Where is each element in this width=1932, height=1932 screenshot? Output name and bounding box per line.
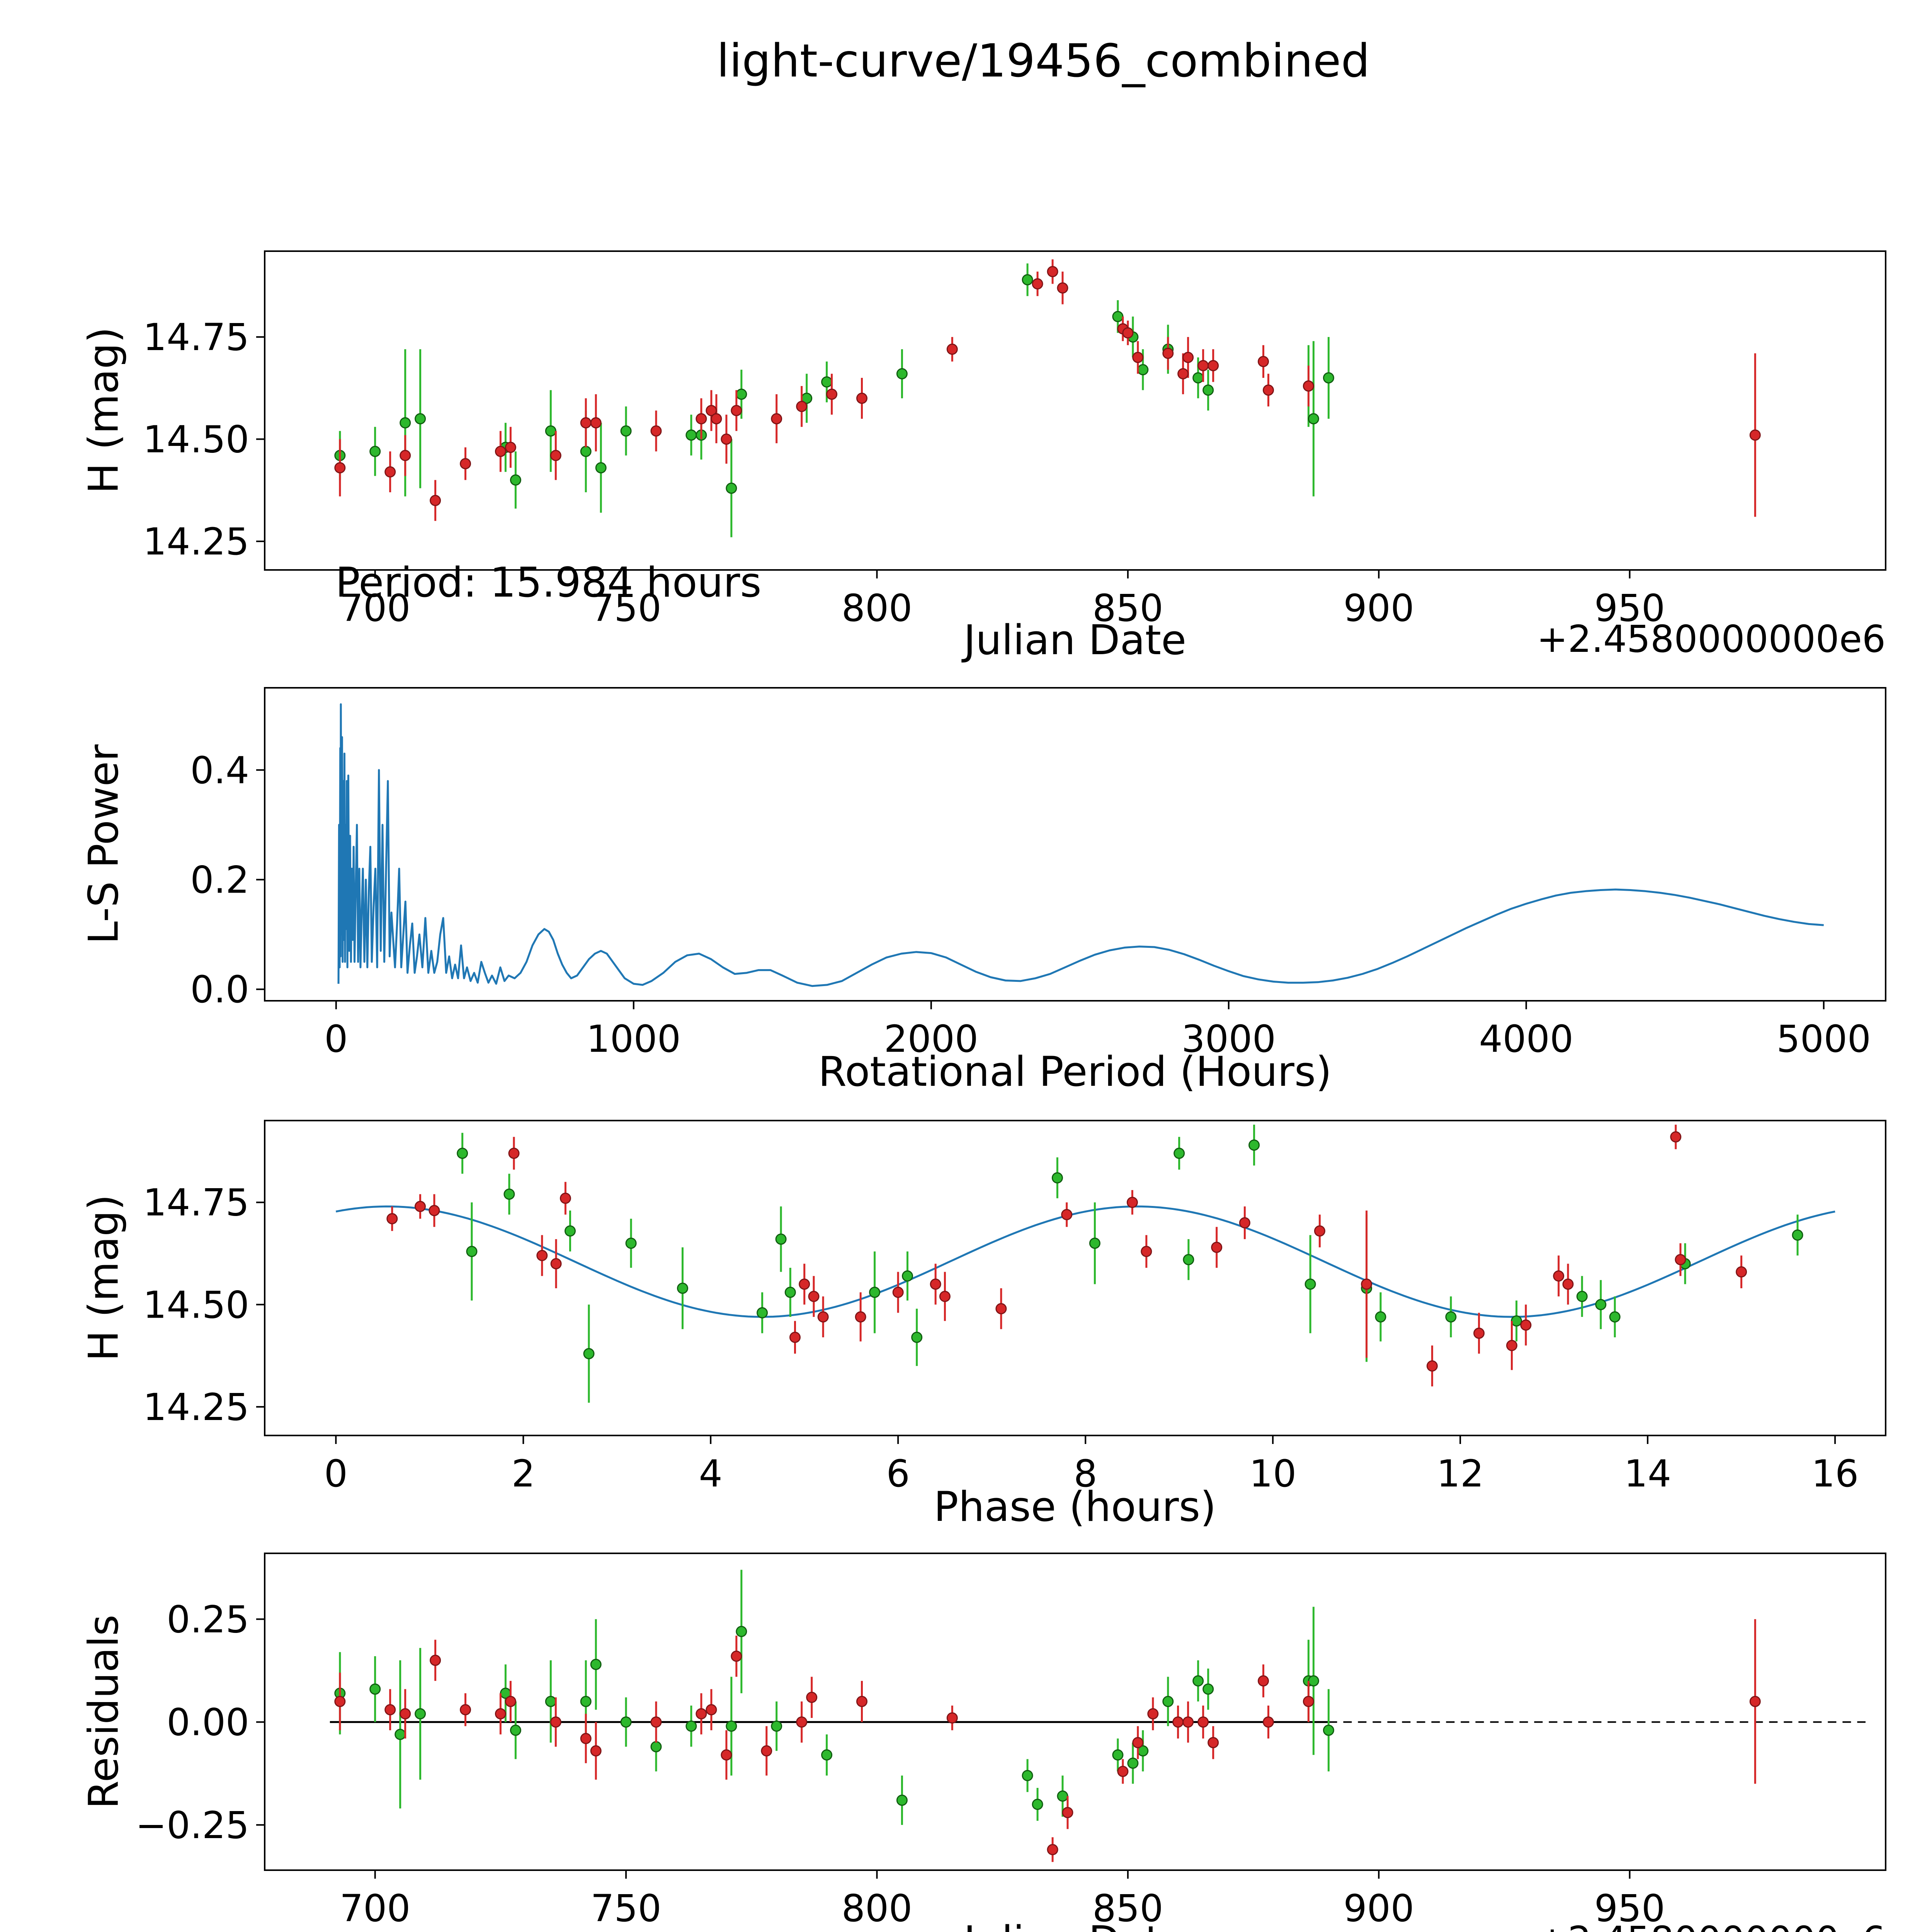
periodogram-line bbox=[337, 703, 1824, 987]
svg-text:700: 700 bbox=[340, 587, 410, 630]
svg-text:700: 700 bbox=[340, 1887, 410, 1930]
svg-text:900: 900 bbox=[1344, 1887, 1414, 1930]
svg-text:1000: 1000 bbox=[587, 1017, 681, 1061]
svg-text:2: 2 bbox=[512, 1452, 535, 1495]
lightcurve-axes: 700 750 800 850 900 950 14.25 14.50 14.75 bbox=[143, 250, 1886, 630]
svg-text:0: 0 bbox=[324, 1452, 348, 1495]
phased-green-markers bbox=[457, 1139, 1803, 1359]
svg-text:800: 800 bbox=[842, 587, 912, 630]
residuals-green-markers bbox=[334, 1626, 1334, 1810]
phased-axes: 0 2 4 6 8 10 12 14 16 14.25 14.50 14.75 bbox=[143, 1120, 1886, 1495]
svg-text:0.00: 0.00 bbox=[167, 1701, 249, 1744]
phased-red-errorbars bbox=[391, 1124, 1743, 1386]
svg-text:800: 800 bbox=[842, 1887, 912, 1930]
phased-green-errorbars bbox=[461, 1124, 1799, 1403]
residuals-red-markers bbox=[334, 1650, 1761, 1855]
svg-text:0.2: 0.2 bbox=[190, 859, 249, 902]
xlabel-julian-date-bottom: Julian Date bbox=[964, 1917, 1187, 1932]
svg-text:950: 950 bbox=[1594, 1887, 1665, 1930]
svg-text:850: 850 bbox=[1092, 587, 1163, 630]
svg-text:0.4: 0.4 bbox=[190, 749, 249, 792]
svg-text:750: 750 bbox=[590, 587, 661, 630]
xlabel-julian-date-top: Julian Date bbox=[963, 616, 1187, 664]
svg-text:0.25: 0.25 bbox=[167, 1598, 249, 1641]
residuals-green-errorbars bbox=[339, 1570, 1330, 1825]
svg-text:2000: 2000 bbox=[884, 1017, 978, 1061]
svg-text:8: 8 bbox=[1074, 1452, 1097, 1495]
svg-text:16: 16 bbox=[1811, 1452, 1859, 1495]
phased-red-markers bbox=[386, 1131, 1747, 1372]
phase-fit-curve bbox=[335, 1205, 1835, 1318]
svg-text:14.75: 14.75 bbox=[143, 1181, 249, 1225]
lightcurve-red-errorbars bbox=[339, 259, 1756, 521]
svg-text:4000: 4000 bbox=[1479, 1017, 1573, 1061]
svg-text:4: 4 bbox=[699, 1452, 723, 1495]
lightcurve-green-errorbars bbox=[339, 263, 1330, 537]
ylabel-residuals: Residuals bbox=[80, 1614, 128, 1809]
svg-text:900: 900 bbox=[1344, 587, 1414, 630]
ylabel-ls-power: L-S Power bbox=[80, 744, 128, 944]
svg-text:10: 10 bbox=[1249, 1452, 1296, 1495]
phased-plot-area bbox=[335, 1124, 1835, 1403]
ylabel-phased-h-mag: H (mag) bbox=[80, 1194, 128, 1361]
svg-text:14.75: 14.75 bbox=[143, 316, 249, 359]
svg-text:5000: 5000 bbox=[1777, 1017, 1871, 1061]
svg-text:0: 0 bbox=[324, 1017, 348, 1061]
svg-text:−0.25: −0.25 bbox=[136, 1804, 249, 1847]
residuals-red-errorbars bbox=[339, 1619, 1756, 1862]
svg-text:3000: 3000 bbox=[1182, 1017, 1276, 1061]
svg-text:14.50: 14.50 bbox=[143, 1283, 249, 1327]
svg-text:12: 12 bbox=[1437, 1452, 1484, 1495]
x-axis-offset-text-top: +2.4580000000e6 bbox=[1537, 617, 1886, 661]
svg-text:6: 6 bbox=[886, 1452, 910, 1495]
svg-text:14: 14 bbox=[1624, 1452, 1671, 1495]
svg-text:0.0: 0.0 bbox=[190, 968, 249, 1011]
svg-text:14.25: 14.25 bbox=[143, 520, 249, 563]
svg-text:950: 950 bbox=[1594, 587, 1665, 630]
x-axis-offset-text-bottom: +2.4580000000e6 bbox=[1537, 1918, 1886, 1932]
residuals-plot-area bbox=[330, 1570, 1866, 1862]
svg-text:750: 750 bbox=[590, 1887, 661, 1930]
xlabel-phase-hours: Phase (hours) bbox=[934, 1483, 1216, 1531]
residuals-axes: 700 750 800 850 900 950 −0.25 0.00 0.25 bbox=[136, 1553, 1886, 1930]
lightcurve-plot-area bbox=[334, 259, 1761, 537]
lightcurve-red-markers bbox=[334, 266, 1761, 506]
svg-text:14.25: 14.25 bbox=[143, 1386, 249, 1429]
period-annotation: Period: 15.984 hours bbox=[335, 559, 762, 606]
xlabel-rotational-period: Rotational Period (Hours) bbox=[818, 1048, 1332, 1095]
svg-text:14.50: 14.50 bbox=[143, 418, 249, 461]
ylabel-lightcurve-h-mag: H (mag) bbox=[80, 327, 128, 494]
periodogram-plot-area bbox=[337, 703, 1824, 987]
figure-title: light-curve/19456_combined bbox=[716, 34, 1370, 87]
periodogram-axes: 0 1000 2000 3000 4000 5000 0.0 0.2 0.4 bbox=[190, 687, 1886, 1061]
svg-text:850: 850 bbox=[1092, 1887, 1163, 1930]
